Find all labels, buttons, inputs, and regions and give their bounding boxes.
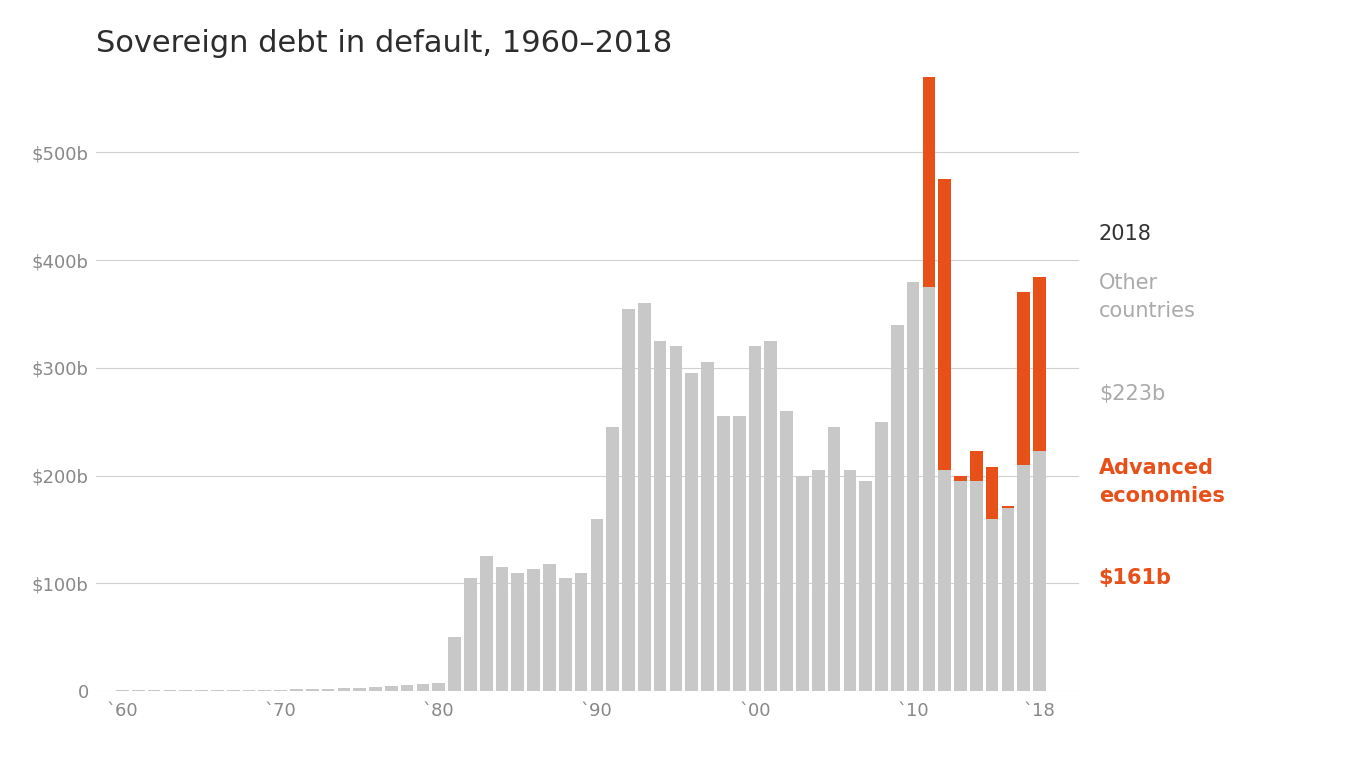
Bar: [922, 0, 936, 287]
Bar: [195, 690, 208, 691]
Bar: [559, 578, 571, 691]
Bar: [258, 690, 270, 691]
Bar: [1018, 293, 1030, 465]
Bar: [164, 690, 176, 691]
Bar: [385, 686, 398, 691]
Bar: [970, 481, 982, 691]
Text: $223b: $223b: [1098, 384, 1165, 404]
Bar: [1033, 277, 1046, 451]
Text: Sovereign debt in default, 1960–2018: Sovereign debt in default, 1960–2018: [96, 28, 672, 58]
Bar: [369, 687, 382, 691]
Bar: [243, 690, 255, 691]
Bar: [464, 578, 477, 691]
Bar: [227, 690, 239, 691]
Bar: [400, 685, 414, 691]
Bar: [1001, 506, 1015, 508]
Bar: [717, 416, 729, 691]
Bar: [354, 688, 366, 691]
Bar: [701, 362, 714, 691]
Bar: [828, 427, 840, 691]
Bar: [1018, 465, 1030, 691]
Bar: [844, 470, 856, 691]
Bar: [669, 346, 682, 691]
Bar: [876, 422, 888, 691]
Bar: [212, 690, 224, 691]
Bar: [622, 309, 635, 691]
Bar: [891, 325, 904, 691]
Bar: [133, 690, 145, 691]
Text: $161b: $161b: [1098, 568, 1172, 588]
Bar: [322, 689, 335, 691]
Bar: [337, 688, 350, 691]
Bar: [544, 564, 556, 691]
Bar: [986, 467, 999, 518]
Bar: [796, 475, 809, 691]
Bar: [575, 573, 587, 691]
Bar: [938, 179, 951, 470]
Bar: [811, 470, 825, 691]
Bar: [306, 689, 318, 691]
Bar: [955, 475, 967, 481]
Bar: [116, 690, 128, 691]
Bar: [986, 518, 999, 691]
Bar: [479, 557, 493, 691]
Bar: [859, 481, 872, 691]
Bar: [638, 303, 650, 691]
Bar: [417, 684, 429, 691]
Bar: [448, 637, 460, 691]
Bar: [527, 569, 540, 691]
Bar: [938, 470, 951, 691]
Bar: [607, 427, 619, 691]
Text: Other
countries: Other countries: [1098, 273, 1195, 321]
Bar: [780, 411, 792, 691]
Bar: [922, 287, 936, 691]
Bar: [148, 690, 160, 691]
Bar: [1001, 508, 1015, 691]
Bar: [1033, 451, 1046, 691]
Bar: [732, 416, 746, 691]
Bar: [275, 690, 287, 691]
Bar: [970, 451, 982, 481]
Bar: [290, 689, 303, 691]
Bar: [765, 341, 777, 691]
Bar: [511, 573, 525, 691]
Bar: [654, 341, 667, 691]
Bar: [749, 346, 761, 691]
Bar: [433, 683, 445, 691]
Text: 2018: 2018: [1098, 224, 1152, 244]
Bar: [686, 373, 698, 691]
Bar: [496, 568, 508, 691]
Bar: [907, 282, 919, 691]
Bar: [955, 481, 967, 691]
Bar: [179, 690, 193, 691]
Text: Advanced
economies: Advanced economies: [1098, 458, 1225, 505]
Bar: [590, 518, 604, 691]
